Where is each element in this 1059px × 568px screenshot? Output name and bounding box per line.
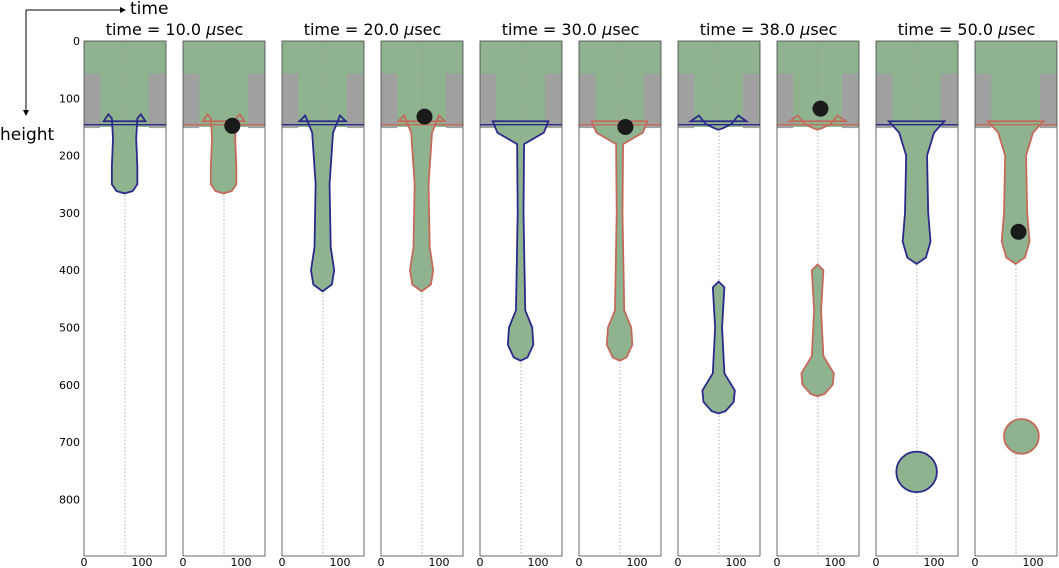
solid-particle xyxy=(416,108,433,125)
liquid-jet xyxy=(590,120,649,362)
x-tick-label: 0 xyxy=(675,556,682,568)
nozzle-wall-right xyxy=(742,73,760,129)
x-tick-label: 100 xyxy=(924,556,945,568)
x-tick-label: 100 xyxy=(726,556,747,568)
panel-frame xyxy=(974,40,1058,557)
panel-frame xyxy=(479,40,563,557)
x-tick-label: 100 xyxy=(231,556,252,568)
y-tick-label: 700 xyxy=(59,436,80,449)
detached-droplet xyxy=(1003,418,1040,455)
panel-frame xyxy=(380,40,464,557)
simulation-panel: 0 100 xyxy=(477,40,563,568)
nozzle-wall-left xyxy=(84,73,101,129)
simulation-panels: 0 100 0 100 0 100 0 100 0 100 0 100 0 100 0 100 0 100 0 100 xyxy=(81,40,1058,568)
y-axis-ticks: 0 100 200 300 400 500 600 700 800 xyxy=(59,35,80,506)
nozzle-wall-left xyxy=(678,73,695,129)
y-tick-label: 400 xyxy=(59,264,80,277)
panel-titles: time = 10.0 μsec time = 20.0 μsec time = 3… xyxy=(106,20,1036,39)
nozzle-wall-right xyxy=(346,73,364,129)
nozzle-wall-right xyxy=(148,73,166,129)
panel-frame xyxy=(578,40,662,557)
x-tick-label: 0 xyxy=(180,556,187,568)
simulation-panel: 0 100 xyxy=(873,40,959,568)
x-tick-label: 0 xyxy=(774,556,781,568)
panel-title: time = 38.0 μsec xyxy=(700,20,838,39)
liquid-jet xyxy=(985,120,1046,265)
height-arrow-label: height xyxy=(0,125,55,145)
y-tick-label: 100 xyxy=(59,92,80,105)
x-tick-label: 0 xyxy=(576,556,583,568)
liquid-jet xyxy=(687,114,750,131)
simulation-panel: 0 100 xyxy=(279,40,365,568)
detached-ligament xyxy=(701,280,736,415)
panel-frame xyxy=(281,40,365,557)
nozzle-wall-left xyxy=(381,73,398,129)
x-tick-label: 100 xyxy=(825,556,846,568)
x-tick-label: 0 xyxy=(81,556,88,568)
x-tick-label: 100 xyxy=(1023,556,1044,568)
simulation-panel: 0 100 xyxy=(774,40,860,568)
y-tick-label: 0 xyxy=(73,35,80,48)
nozzle-wall-right xyxy=(643,73,661,129)
simulation-panel: 0 100 xyxy=(180,40,266,568)
detached-ligament xyxy=(800,263,835,398)
panel-frame xyxy=(83,40,167,557)
solid-particle xyxy=(1010,223,1027,240)
time-arrow: time xyxy=(26,0,168,19)
simulation-panel: 0 100 xyxy=(378,40,464,568)
simulation-panel: 0 100 xyxy=(675,40,761,568)
nozzle-wall-left xyxy=(480,73,497,129)
panel-title: time = 30.0 μsec xyxy=(502,20,640,39)
x-tick-label: 100 xyxy=(528,556,549,568)
nozzle-wall-right xyxy=(940,73,958,129)
panel-title: time = 20.0 μsec xyxy=(304,20,442,39)
nozzle-wall-right xyxy=(445,73,463,129)
nozzle-wall-right xyxy=(247,73,265,129)
panel-title: time = 10.0 μsec xyxy=(106,20,244,39)
panel-frame xyxy=(776,40,860,557)
panel-frame xyxy=(875,40,959,557)
x-tick-label: 0 xyxy=(378,556,385,568)
panel-title: time = 50.0 μsec xyxy=(898,20,1036,39)
x-tick-label: 100 xyxy=(627,556,648,568)
x-tick-label: 100 xyxy=(132,556,153,568)
nozzle-wall-left xyxy=(777,73,794,129)
height-arrow: height xyxy=(0,10,55,145)
y-tick-label: 500 xyxy=(59,322,80,335)
nozzle-wall-left xyxy=(579,73,596,129)
nozzle-wall-right xyxy=(544,73,562,129)
simulation-panel: 0 100 xyxy=(576,40,662,568)
x-tick-label: 0 xyxy=(477,556,484,568)
nozzle-wall-left xyxy=(183,73,200,129)
detached-droplet xyxy=(895,450,938,494)
liquid-jet xyxy=(886,120,947,265)
y-tick-label: 200 xyxy=(59,150,80,163)
liquid-jet xyxy=(491,120,550,362)
solid-particle xyxy=(812,100,829,117)
nozzle-wall-left xyxy=(282,73,299,129)
x-tick-label: 0 xyxy=(873,556,880,568)
nozzle-wall-right xyxy=(841,73,859,129)
liquid-jet xyxy=(786,114,849,131)
x-tick-label: 0 xyxy=(972,556,979,568)
y-tick-label: 800 xyxy=(59,493,80,506)
liquid-jet xyxy=(102,112,148,195)
simulation-panel: 0 100 xyxy=(972,40,1058,568)
nozzle-wall-right xyxy=(1039,73,1057,129)
nozzle-wall-left xyxy=(975,73,992,129)
nozzle-wall-left xyxy=(876,73,893,129)
x-tick-label: 100 xyxy=(429,556,450,568)
x-tick-label: 100 xyxy=(330,556,351,568)
y-tick-label: 300 xyxy=(59,207,80,220)
panel-frame xyxy=(182,40,266,557)
time-arrow-label: time xyxy=(130,0,168,19)
simulation-panel: 0 100 xyxy=(81,40,167,568)
solid-particle xyxy=(617,118,634,135)
y-tick-label: 600 xyxy=(59,379,80,392)
panel-frame xyxy=(677,40,761,557)
solid-particle xyxy=(224,117,241,134)
x-tick-label: 0 xyxy=(279,556,286,568)
